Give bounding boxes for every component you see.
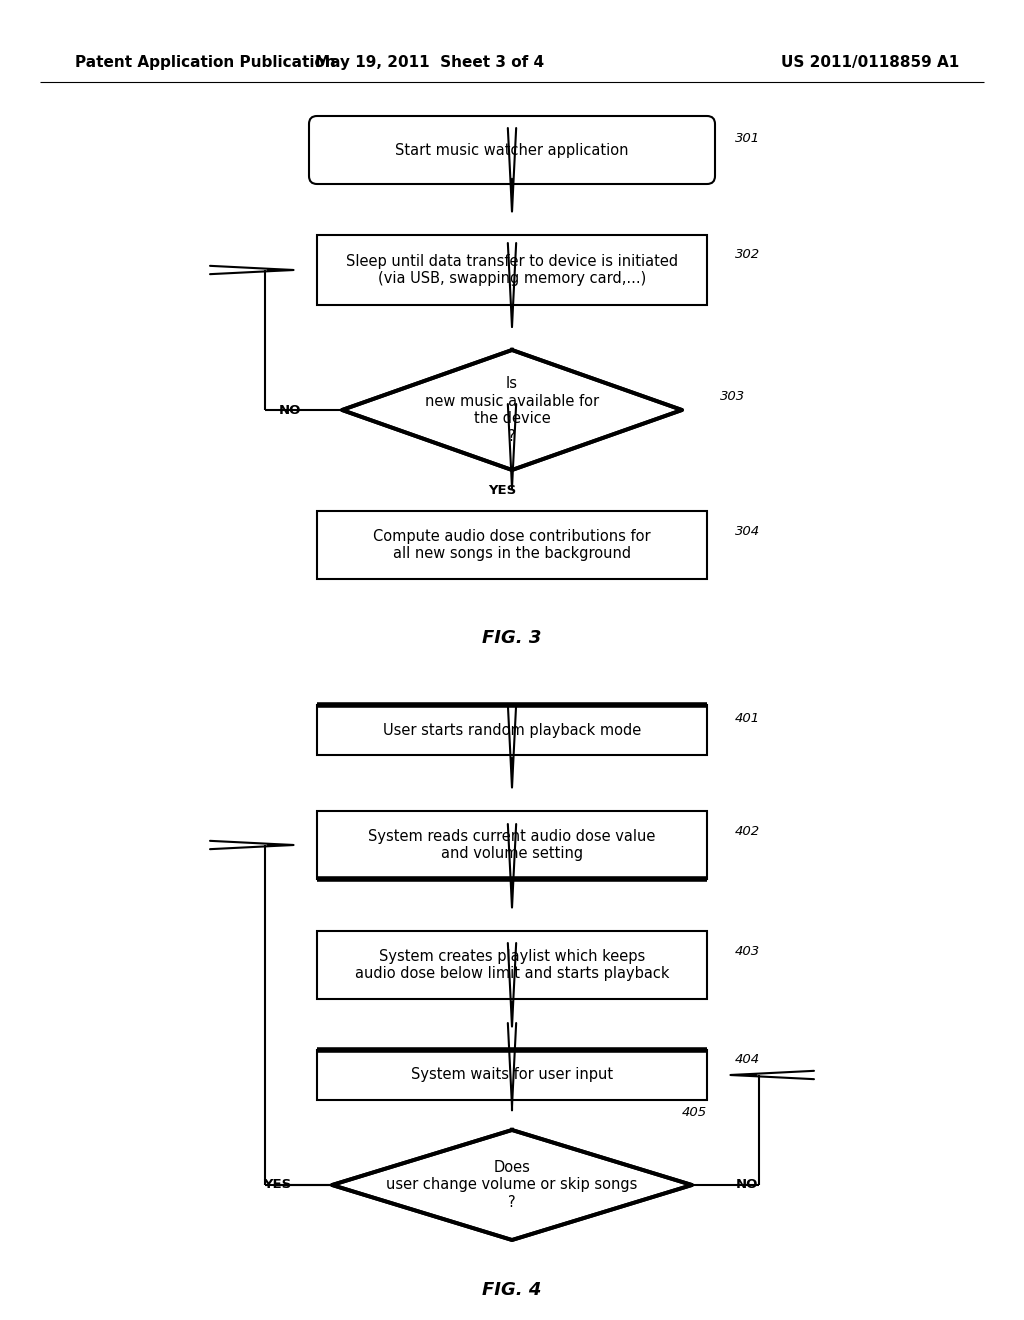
Text: System creates playlist which keeps
audio dose below limit and starts playback: System creates playlist which keeps audi… [354, 949, 670, 981]
Text: Sleep until data transfer to device is initiated
(via USB, swapping memory card,: Sleep until data transfer to device is i… [346, 253, 678, 286]
Text: US 2011/0118859 A1: US 2011/0118859 A1 [781, 55, 959, 70]
Text: 402: 402 [735, 825, 760, 838]
Text: Start music watcher application: Start music watcher application [395, 143, 629, 157]
Text: Does
user change volume or skip songs
?: Does user change volume or skip songs ? [386, 1160, 638, 1210]
Text: Patent Application Publication: Patent Application Publication [75, 55, 336, 70]
Text: User starts random playback mode: User starts random playback mode [383, 722, 641, 738]
Text: 302: 302 [735, 248, 760, 261]
Bar [317, 511, 707, 579]
Text: 405: 405 [682, 1106, 708, 1119]
Text: 301: 301 [735, 132, 760, 145]
Text: YES: YES [263, 1179, 291, 1192]
Text: 403: 403 [735, 945, 760, 958]
Text: 304: 304 [735, 525, 760, 539]
Text: NO: NO [736, 1179, 758, 1192]
Text: Is
new music available for
the device
?: Is new music available for the device ? [425, 376, 599, 444]
Text: YES: YES [487, 484, 516, 498]
Text: NO: NO [279, 404, 301, 417]
Bar [317, 1049, 707, 1100]
Text: 404: 404 [735, 1053, 760, 1067]
Bar [317, 931, 707, 999]
Bar [317, 705, 707, 755]
Polygon shape [332, 1130, 692, 1239]
Bar [317, 235, 707, 305]
Text: 303: 303 [720, 389, 745, 403]
Text: System waits for user input: System waits for user input [411, 1068, 613, 1082]
Polygon shape [342, 350, 682, 470]
FancyBboxPatch shape [309, 116, 715, 183]
Text: FIG. 4: FIG. 4 [482, 1280, 542, 1299]
Bar [317, 810, 707, 879]
Text: Compute audio dose contributions for
all new songs in the background: Compute audio dose contributions for all… [373, 529, 651, 561]
Text: May 19, 2011  Sheet 3 of 4: May 19, 2011 Sheet 3 of 4 [315, 55, 545, 70]
Text: 401: 401 [735, 711, 760, 725]
Text: System reads current audio dose value
and volume setting: System reads current audio dose value an… [369, 829, 655, 861]
Text: FIG. 3: FIG. 3 [482, 630, 542, 647]
